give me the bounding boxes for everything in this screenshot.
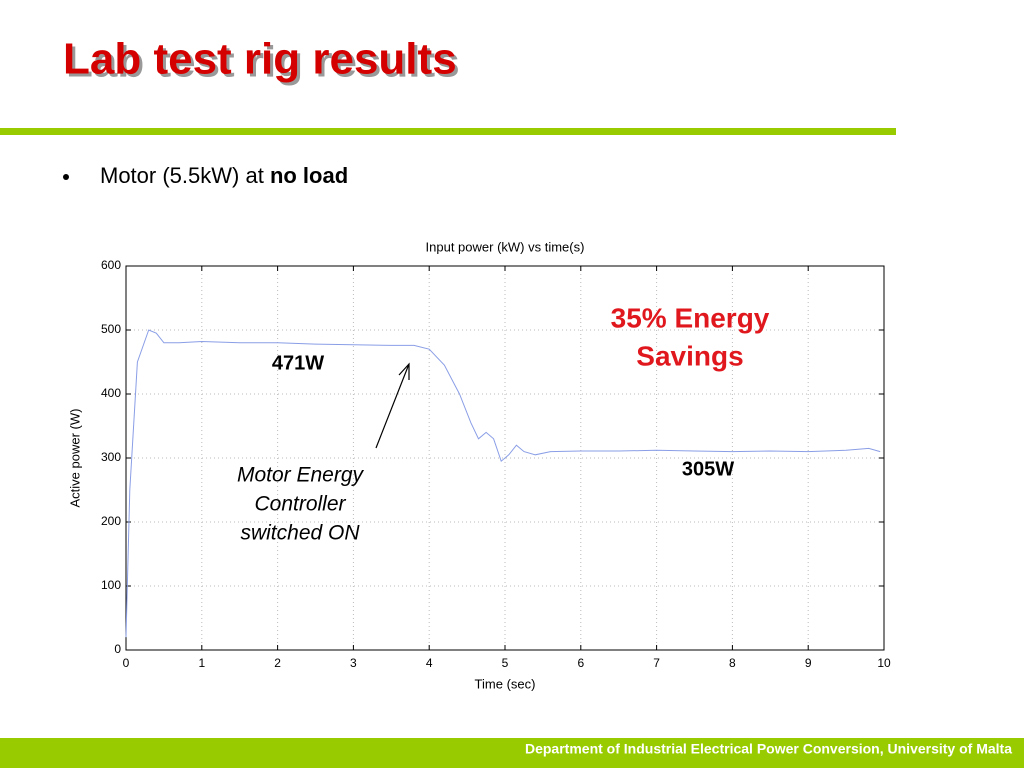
y-tick-label: 300 xyxy=(101,450,121,464)
footer-bar xyxy=(0,738,1024,768)
x-tick-label: 0 xyxy=(123,656,130,670)
x-tick-label: 9 xyxy=(805,656,812,670)
title-shadow: Lab test rig results xyxy=(66,38,460,87)
annotation: 305W xyxy=(682,458,734,480)
y-tick-label: 600 xyxy=(101,258,121,272)
bullet-emphasis: no load xyxy=(270,163,348,188)
bullet-text: Motor (5.5kW) at no load xyxy=(100,163,348,188)
annotation: Savings xyxy=(636,340,743,371)
x-tick-label: 5 xyxy=(502,656,509,670)
slide-title: Lab test rig results xyxy=(63,35,457,84)
x-tick-label: 4 xyxy=(426,656,433,670)
x-tick-label: 1 xyxy=(198,656,205,670)
title-rule xyxy=(0,128,896,135)
y-tick-label: 0 xyxy=(114,642,121,656)
annotation: Controller xyxy=(254,493,346,516)
y-tick-label: 400 xyxy=(101,386,121,400)
bullet-dot xyxy=(63,174,69,180)
bullet-plain: Motor (5.5kW) at xyxy=(100,163,264,188)
annotation: Motor Energy xyxy=(237,464,365,487)
x-tick-label: 7 xyxy=(653,656,660,670)
y-axis-label: Active power (W) xyxy=(67,409,82,508)
arrow-head xyxy=(398,362,410,380)
y-tick-label: 100 xyxy=(101,578,121,592)
x-tick-label: 3 xyxy=(350,656,357,670)
arrow-shaft xyxy=(375,363,410,449)
annotation: 471W xyxy=(272,352,324,374)
x-axis-label: Time (sec) xyxy=(475,676,536,691)
power-line xyxy=(125,329,881,638)
x-tick-label: 2 xyxy=(274,656,281,670)
annotation: 35% Energy xyxy=(611,302,770,333)
chart: Input power (kW) vs time(s) Time (sec) Act… xyxy=(67,239,891,691)
y-tick-label: 200 xyxy=(101,514,121,528)
x-tick-label: 6 xyxy=(577,656,584,670)
annotation: switched ON xyxy=(240,522,360,545)
y-tick-label: 500 xyxy=(101,322,121,336)
x-tick-label: 8 xyxy=(729,656,736,670)
chart-title: Input power (kW) vs time(s) xyxy=(426,239,585,254)
footer-text: Department of Industrial Electrical Powe… xyxy=(525,741,1012,757)
plot-frame xyxy=(125,265,885,651)
x-tick-label: 10 xyxy=(877,656,891,670)
